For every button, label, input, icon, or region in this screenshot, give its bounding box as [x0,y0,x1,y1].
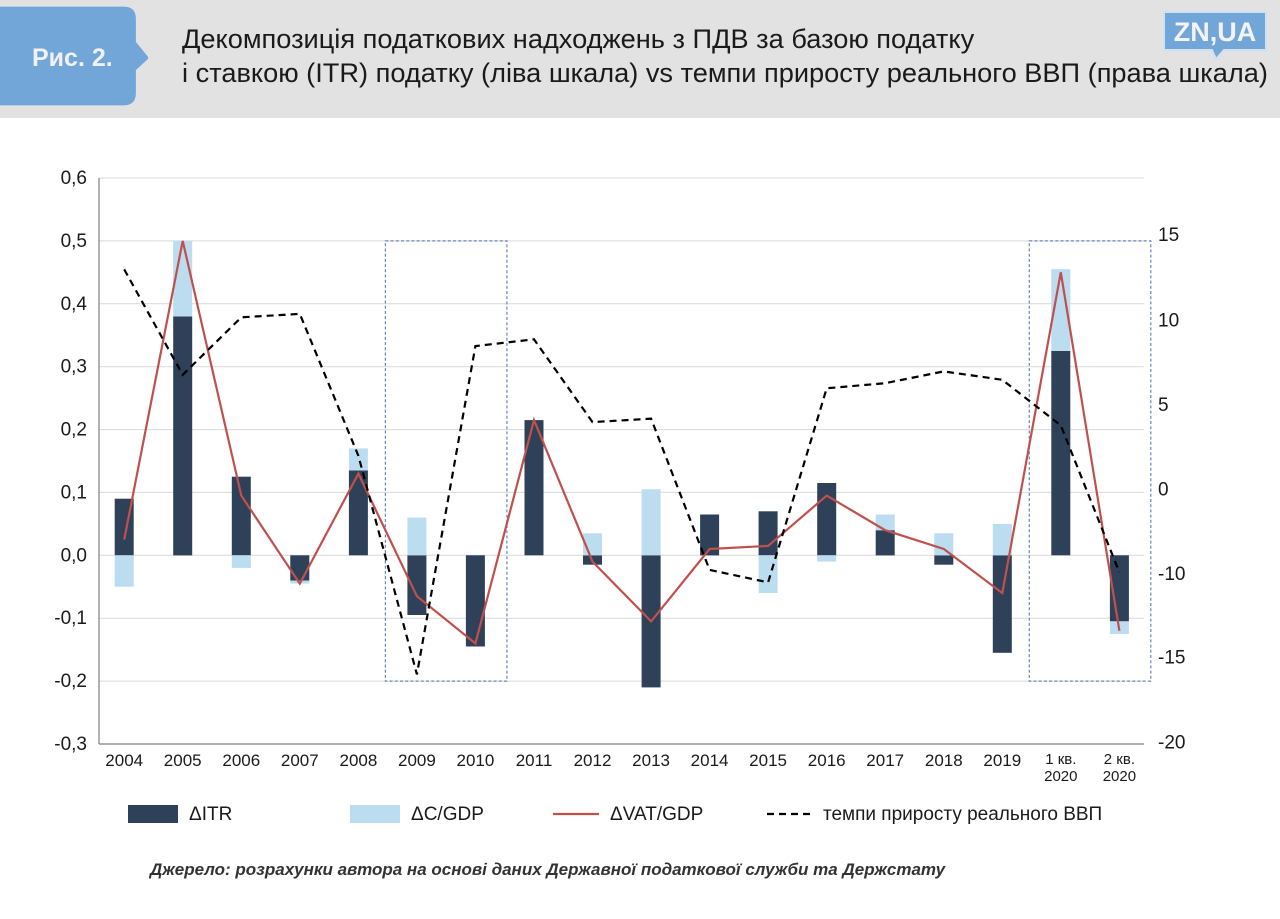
svg-text:10: 10 [1158,311,1179,332]
svg-text:-0,1: -0,1 [54,608,87,629]
svg-text:2017: 2017 [866,751,904,770]
svg-text:2016: 2016 [808,751,846,770]
svg-text:2005: 2005 [164,751,202,770]
svg-text:2019: 2019 [983,751,1021,770]
svg-text:-0,2: -0,2 [54,671,87,692]
svg-text:2 кв.: 2 кв. [1104,751,1135,768]
svg-text:2006: 2006 [222,751,260,770]
svg-text:2010: 2010 [456,751,494,770]
svg-text:0,5: 0,5 [61,231,87,252]
svg-text:ZN,UA: ZN,UA [1174,17,1257,47]
svg-text:-0,3: -0,3 [54,734,87,755]
svg-text:2009: 2009 [398,751,436,770]
svg-text:0,6: 0,6 [61,168,87,189]
svg-text:2004: 2004 [105,751,143,770]
svg-text:-10: -10 [1158,564,1185,585]
svg-text:0: 0 [1158,480,1169,501]
svg-text:2015: 2015 [749,751,787,770]
svg-text:2011: 2011 [516,751,553,770]
svg-text:2013: 2013 [632,751,670,770]
svg-text:2018: 2018 [925,751,963,770]
svg-text:-15: -15 [1158,647,1185,668]
svg-text:2014: 2014 [691,751,729,770]
svg-text:0,4: 0,4 [61,294,88,315]
svg-text:5: 5 [1158,395,1169,416]
svg-text:2008: 2008 [339,751,377,770]
svg-text:0,3: 0,3 [61,357,87,378]
svg-text:2012: 2012 [574,751,612,770]
svg-text:1 кв.: 1 кв. [1045,751,1076,768]
svg-text:0,0: 0,0 [61,545,87,566]
svg-text:ΔVAT/GDP: ΔVAT/GDP [610,804,703,825]
svg-text:0,1: 0,1 [61,482,87,503]
svg-text:15: 15 [1158,225,1179,246]
svg-text:0,2: 0,2 [61,420,87,441]
svg-text:ΔITR: ΔITR [189,804,232,825]
svg-text:2007: 2007 [281,751,319,770]
svg-text:темпи приросту реального ВВП: темпи приросту реального ВВП [823,804,1102,825]
svg-text:2020: 2020 [1103,768,1136,785]
svg-text:ΔC/GDP: ΔC/GDP [411,804,484,825]
svg-text:-20: -20 [1158,732,1185,753]
svg-text:2020: 2020 [1044,768,1077,785]
